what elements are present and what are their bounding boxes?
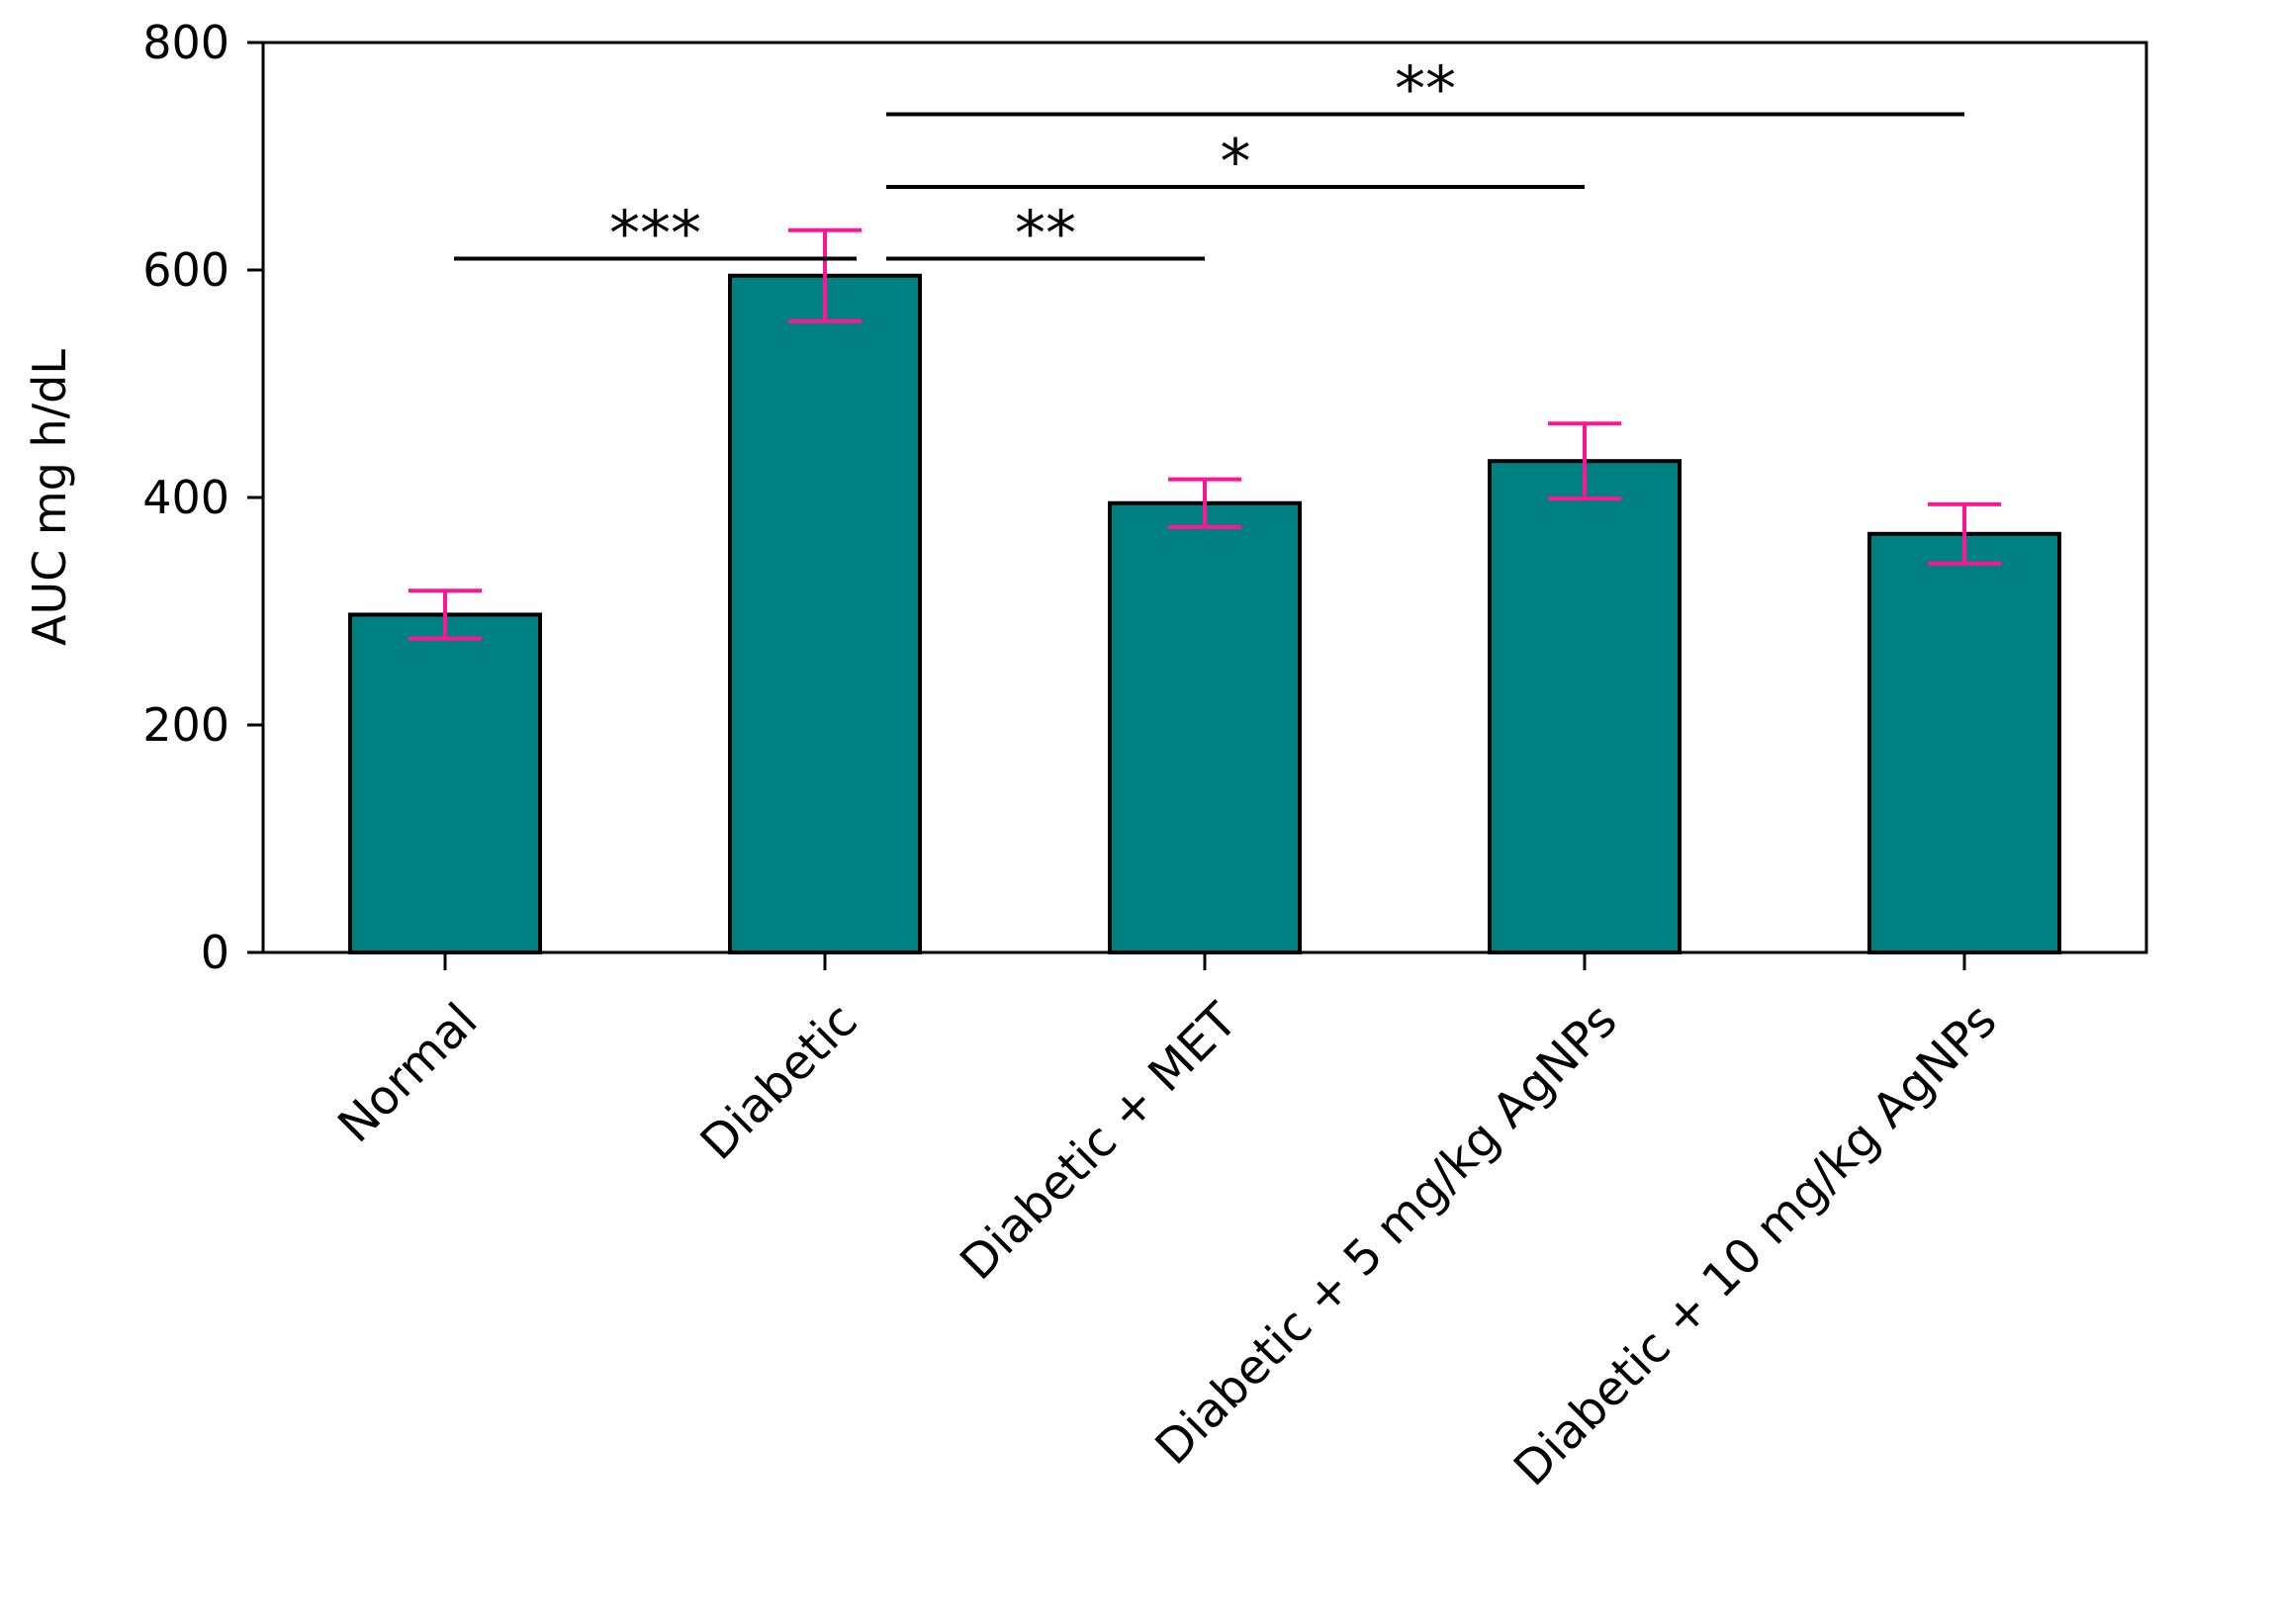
error-bar-3 bbox=[1548, 421, 1621, 501]
bar-1 bbox=[728, 273, 922, 954]
bars-layer bbox=[348, 273, 2061, 954]
significance-label: *** bbox=[609, 198, 701, 270]
y-tick-label: 800 bbox=[142, 16, 229, 69]
error-bars-layer bbox=[409, 227, 2001, 641]
error-bar-2 bbox=[1168, 477, 1241, 529]
x-tick-label: Diabetic + 5 mg/kg AgNPs bbox=[1145, 993, 1628, 1476]
bar-3 bbox=[1488, 459, 1682, 954]
y-tick-label: 0 bbox=[201, 926, 229, 979]
x-tick-label: Diabetic + MET bbox=[950, 992, 1248, 1291]
y-tick-label: 400 bbox=[142, 471, 229, 524]
bar-0 bbox=[348, 612, 542, 954]
error-bar-0 bbox=[409, 588, 482, 641]
y-tick-label: 600 bbox=[142, 243, 229, 297]
significance-label: * bbox=[1221, 126, 1251, 198]
error-bar-4 bbox=[1928, 501, 2001, 566]
x-tick-label: Normal bbox=[327, 993, 488, 1153]
significance-label: ** bbox=[1015, 198, 1076, 270]
significance-bracket-1: ** bbox=[886, 198, 1205, 270]
bar-4 bbox=[1867, 531, 2061, 954]
bar-2 bbox=[1108, 500, 1302, 954]
significance-bracket-0: *** bbox=[454, 198, 857, 270]
x-tick-label: Diabetic bbox=[690, 993, 868, 1171]
y-tick-label: 200 bbox=[142, 698, 229, 752]
significance-bracket-2: * bbox=[886, 126, 1585, 198]
significance-layer: *** ***** bbox=[454, 52, 1964, 270]
y-axis-label: AUC mg h/dL bbox=[23, 349, 76, 646]
significance-bracket-3: ** bbox=[886, 52, 1964, 125]
significance-label: ** bbox=[1395, 52, 1456, 125]
error-bar-1 bbox=[788, 227, 862, 323]
y-axis: 0 200 400 600 800 bbox=[142, 16, 263, 979]
